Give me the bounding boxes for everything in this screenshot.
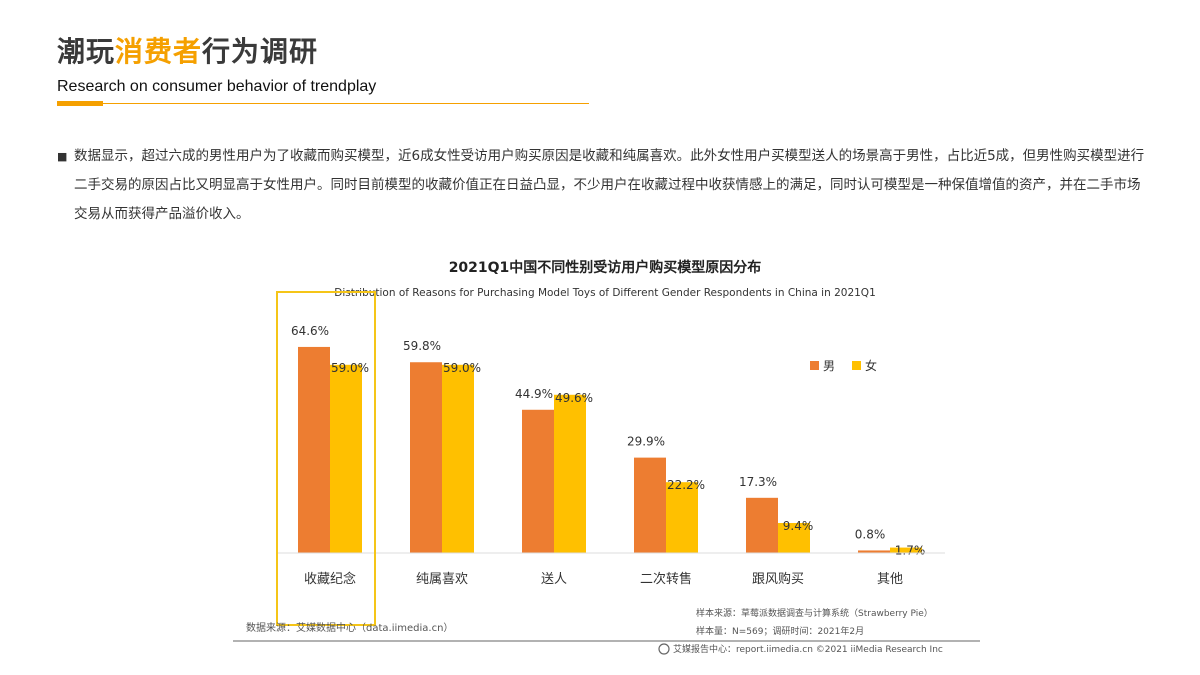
bar-male — [634, 457, 666, 553]
highlight-box — [276, 291, 376, 626]
data-label: 9.4% — [783, 519, 814, 533]
data-label: 29.9% — [627, 435, 665, 449]
title-divider-accent — [57, 101, 103, 106]
category-label: 收藏纪念 — [304, 571, 356, 587]
data-source: 数据来源：艾媒数据中心（data.iimedia.cn） — [246, 621, 453, 634]
bar-male — [410, 362, 442, 553]
bar-female — [554, 394, 586, 553]
category-label: 纯属喜欢 — [416, 572, 468, 587]
copyright: 艾媒报告中心：report.iimedia.cn ©2021 iiMedia R… — [673, 643, 943, 655]
data-label: 64.6% — [291, 324, 329, 338]
summary-paragraph: ■ 数据显示，超过六成的男性用户为了收藏而购买模型，近6成女性受访用户购买原因是收… — [57, 142, 1147, 229]
legend-label: 男 — [823, 359, 835, 373]
bar-male — [858, 550, 890, 553]
data-label: 59.8% — [403, 339, 441, 353]
bar-male — [746, 497, 778, 553]
legend-swatch — [852, 361, 861, 370]
bar-male — [522, 409, 554, 553]
bar-female — [442, 364, 474, 553]
data-label: 59.0% — [331, 361, 369, 375]
legend-label: 女 — [865, 358, 877, 373]
data-label: 22.2% — [667, 478, 705, 492]
data-label: 0.8% — [855, 527, 886, 541]
bar-female — [666, 482, 698, 553]
data-label: 44.9% — [515, 387, 553, 401]
category-label: 二次转售 — [640, 571, 692, 587]
title-divider — [57, 103, 589, 104]
legend-swatch — [810, 361, 819, 370]
data-label: 17.3% — [739, 475, 777, 489]
chart-subtitle: Distribution of Reasons for Purchasing M… — [334, 287, 876, 299]
bar-male — [298, 346, 330, 553]
title-highlight: 消费者 — [115, 35, 203, 68]
data-label: 1.7% — [895, 544, 926, 558]
category-label: 其他 — [877, 572, 903, 587]
sample-source: 样本来源：草莓派数据调查与计算系统（Strawberry Pie） — [696, 607, 933, 619]
summary-text: 数据显示，超过六成的男性用户为了收藏而购买模型，近6成女性受访用户购买原因是收藏… — [74, 148, 1145, 222]
data-label: 49.6% — [555, 391, 593, 405]
chart-title: 2021Q1中国不同性别受访用户购买模型原因分布 — [449, 259, 762, 276]
page-subtitle: Research on consumer behavior of trendpl… — [57, 78, 377, 95]
data-label: 59.0% — [443, 361, 481, 375]
sample-size: 样本量：N=569；调研时间：2021年2月 — [696, 625, 864, 637]
bar-female — [890, 547, 922, 553]
title-part: 行为调研 — [202, 35, 319, 68]
page-title: 潮玩消费者行为调研 — [57, 30, 318, 70]
category-label: 送人 — [541, 572, 567, 587]
bar-female — [330, 364, 362, 553]
iimedia-logo-icon — [658, 643, 670, 655]
bullet-icon: ■ — [57, 150, 68, 163]
category-label: 跟风购买 — [752, 571, 804, 587]
title-part: 潮玩 — [57, 35, 116, 68]
bar-female — [778, 523, 810, 553]
